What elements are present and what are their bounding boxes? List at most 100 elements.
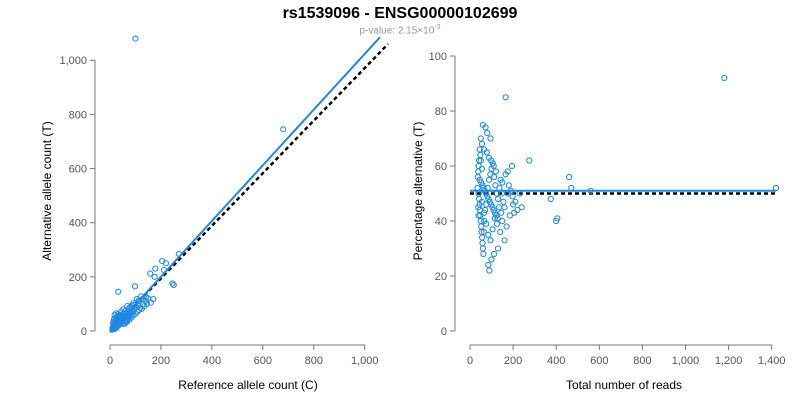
right-data-point [491,173,498,181]
right-data-point [494,195,502,203]
right-data-point [501,237,508,244]
right-y-tick-label: 100 [429,51,447,63]
left-data-point [169,280,176,287]
left-data-point [147,270,154,277]
left-data-point [280,126,287,133]
right-data-point [494,245,502,252]
left-data-point [151,273,158,280]
right-data-point [477,151,484,159]
right-data-point [486,267,493,274]
right-data-point [479,245,486,252]
left-x-tick-label: 800 [305,355,323,367]
left-data-point [125,307,132,315]
left-data-point [131,283,139,290]
right-data-point [493,220,500,227]
left-data-point [135,306,143,313]
right-y-tick-label: 80 [435,106,447,118]
left-y-tick-label: 0 [81,326,87,338]
right-data-point [502,94,509,101]
right-data-point [479,234,486,241]
right-data-point [484,129,491,137]
left-data-point [152,265,159,272]
right-data-point [475,168,482,175]
left-x-tick-label: 1,000 [351,355,379,367]
right-data-point [502,171,509,178]
left-y-tick-label: 200 [69,272,87,284]
right-data-point [491,250,498,258]
right-data-point [483,201,490,208]
right-data-point [479,239,486,247]
right-data-point [492,168,499,175]
right-data-point [501,204,508,211]
right-data-point [491,215,498,222]
right-axes-group: 0 200 400 600 800 1,000 1,200 1,400 0 20 40 60 80 100 [429,51,786,367]
right-data-point [475,204,482,211]
right-data-point [509,201,517,208]
right-x-tick-label: 1,400 [758,355,786,367]
left-x-tick-label: 200 [152,355,170,367]
left-data-point [159,258,166,265]
left-x-tick-label: 400 [203,355,221,367]
right-data-point [478,140,485,148]
right-data-point [509,193,516,200]
right-y-tick-label: 40 [435,216,447,228]
left-data-point [115,288,122,295]
left-data-point [122,319,129,326]
left-data-point [131,301,138,309]
right-data-point [485,261,492,269]
right-data-point [477,157,484,164]
right-x-axis-title: Total number of reads [566,378,682,392]
right-data-point [547,195,554,203]
left-data-point [120,306,127,313]
right-data-point [514,206,521,214]
right-data-point [553,217,560,225]
left-data-point [143,294,150,301]
right-x-tick-label: 400 [547,355,565,367]
right-data-point [503,223,510,230]
right-x-tick-label: 800 [633,355,651,367]
right-data-point [476,146,483,153]
subtitle-pvalue-exponent: -3 [434,24,441,31]
left-y-tick-label: 1,000 [59,55,87,67]
left-y-axis-title: Alternative allele count (T) [40,121,54,260]
left-axes-group: 0 200 400 600 800 1,000 0 200 400 600 800 1,000 [59,55,378,367]
left-x-axis-title: Reference allele count (C) [178,378,317,392]
right-data-point [482,124,489,131]
right-data-point [566,173,573,181]
right-points-group [474,74,780,274]
right-data-point [480,209,488,216]
right-data-point [506,212,513,219]
right-data-point [485,176,493,183]
right-x-tick-label: 200 [504,355,522,367]
right-data-point [485,231,492,238]
right-data-point [482,206,489,214]
right-data-point [489,160,496,167]
left-x-tick-label: 0 [107,355,113,367]
right-data-point [477,135,484,142]
left-data-point [143,300,150,307]
subtitle-pvalue: p-value: 2.15×10 [359,25,435,37]
left-data-point [170,281,177,289]
right-data-point [483,220,490,227]
right-data-point [497,176,504,183]
chart-subtitle: p-value: 2.15×10-3 [0,24,800,36]
right-data-point [496,204,503,211]
left-data-point [119,314,126,321]
right-data-point [487,135,494,142]
right-data-point [480,228,487,236]
left-x-tick-label: 600 [254,355,272,367]
right-data-point [480,250,487,258]
right-data-point [478,165,485,172]
left-y-tick-label: 600 [69,164,87,176]
right-data-point [488,165,495,172]
left-data-point [134,308,141,315]
right-x-tick-label: 1,200 [715,355,743,367]
left-data-point [135,297,142,304]
right-x-tick-label: 1,000 [672,355,700,367]
right-data-point [499,217,506,225]
left-data-point [132,35,139,42]
right-data-point [721,74,728,82]
right-x-tick-label: 0 [467,355,473,367]
right-data-point [479,182,486,189]
